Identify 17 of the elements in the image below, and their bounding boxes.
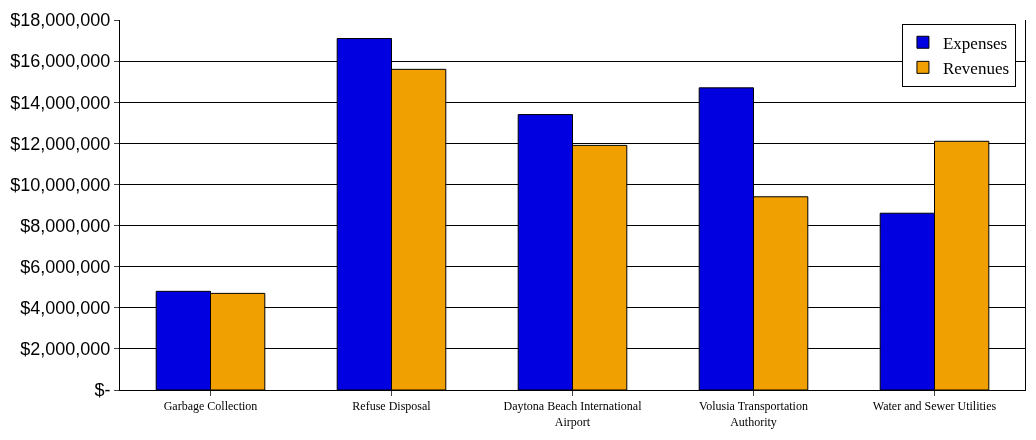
x-tick-label: Water and Sewer Utilities xyxy=(872,399,997,414)
y-tick-label: $- xyxy=(94,380,111,401)
x-tick-label: Garbage Collection xyxy=(163,399,258,414)
y-tick-label: $4,000,000 xyxy=(20,298,111,319)
y-tick-label: $14,000,000 xyxy=(10,92,111,113)
legend-label: Expenses xyxy=(942,33,1008,53)
y-tick-label: $18,000,000 xyxy=(10,10,111,31)
y-tick-label: $2,000,000 xyxy=(20,339,111,360)
y-tick-label: $6,000,000 xyxy=(20,256,111,277)
y-tick-label: $8,000,000 xyxy=(20,215,111,236)
y-tick-label: $16,000,000 xyxy=(10,51,111,72)
legend-label: Revenues xyxy=(942,58,1010,78)
x-tick-label: Refuse Disposal xyxy=(352,399,432,414)
y-tick-label: $10,000,000 xyxy=(10,174,111,195)
x-tick-label: Volusia Transportation Authority xyxy=(699,399,808,429)
y-tick-label: $12,000,000 xyxy=(10,133,111,154)
x-tick-label: Daytona Beach International Airport xyxy=(503,399,643,429)
